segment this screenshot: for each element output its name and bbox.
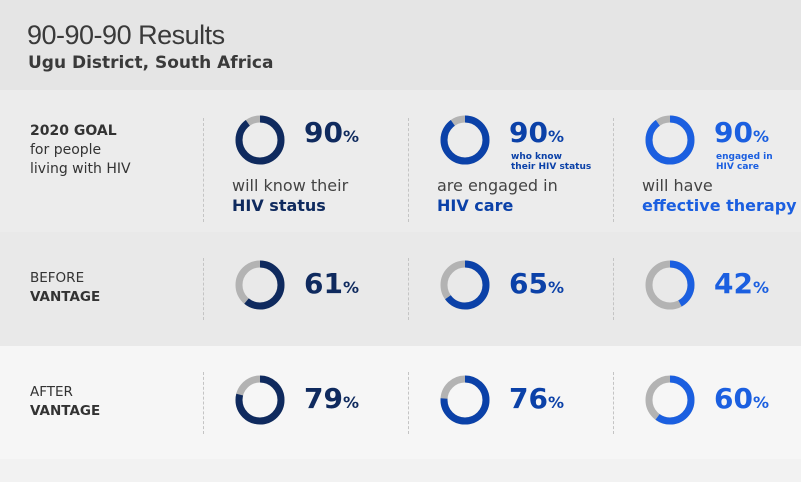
metric-cell: 42% xyxy=(642,257,801,367)
donut-fill xyxy=(645,260,695,310)
percent-value: 60% xyxy=(714,382,769,415)
column-divider xyxy=(613,258,614,320)
column-divider xyxy=(613,118,614,222)
percent-value: 79% xyxy=(304,382,359,415)
column-divider xyxy=(203,118,204,222)
row-label-bold: 2020 GOAL xyxy=(30,123,117,139)
column-divider xyxy=(613,372,614,434)
percent-note: engaged in HIV care xyxy=(716,152,773,172)
donut-chart xyxy=(440,115,490,165)
percent-value: 90% xyxy=(714,116,769,149)
metric-cell: 90% will know their HIV status xyxy=(232,112,412,222)
percent-value: 65% xyxy=(509,267,564,300)
donut-fill xyxy=(645,115,695,165)
donut-chart xyxy=(235,260,285,310)
donut-chart xyxy=(645,375,695,425)
percent-value: 61% xyxy=(304,267,359,300)
column-divider xyxy=(408,372,409,434)
page-subtitle: Ugu District, South Africa xyxy=(28,53,274,73)
donut-fill xyxy=(235,375,285,425)
donut-fill xyxy=(440,260,490,310)
metric-cell: 61% xyxy=(232,257,412,367)
row-after-vantage: AFTER VANTAGE xyxy=(0,346,801,459)
page-title: 90-90-90 Results xyxy=(27,20,225,50)
donut-fill xyxy=(235,260,285,310)
goal-highlight: HIV status xyxy=(232,196,326,215)
donut-fill xyxy=(440,375,490,425)
row-label-line: VANTAGE xyxy=(30,403,101,419)
percent-value: 76% xyxy=(509,382,564,415)
goal-highlight: effective therapy xyxy=(642,196,797,215)
metric-cell: 65% xyxy=(437,257,617,367)
donut-chart xyxy=(645,115,695,165)
row-label: BEFORE VANTAGE xyxy=(30,269,100,307)
donut-chart xyxy=(440,375,490,425)
header: 90-90-90 Results Ugu District, South Afr… xyxy=(0,0,801,90)
donut-chart xyxy=(645,260,695,310)
donut-fill xyxy=(235,115,285,165)
column-divider xyxy=(203,258,204,320)
metric-cell: 76% xyxy=(437,372,617,482)
row-before-vantage: BEFORE VANTAGE xyxy=(0,232,801,346)
column-divider xyxy=(203,372,204,434)
goal-highlight: HIV care xyxy=(437,196,514,215)
goal-description: are engaged in xyxy=(437,176,558,195)
row-label-line: living with HIV xyxy=(30,161,131,177)
column-divider xyxy=(408,258,409,320)
percent-note: who know their HIV status xyxy=(511,152,592,172)
metric-cell: 90% who know their HIV status are engaged… xyxy=(437,112,617,222)
percent-value: 42% xyxy=(714,267,769,300)
row-label-line: for people xyxy=(30,142,102,158)
donut-chart xyxy=(235,375,285,425)
row-label: AFTER VANTAGE xyxy=(30,383,100,421)
donut-chart xyxy=(440,260,490,310)
donut-fill xyxy=(645,375,695,425)
goal-description: will have xyxy=(642,176,713,195)
metric-cell: 90% engaged in HIV care will have effectiv… xyxy=(642,112,801,222)
row-label: 2020 GOAL for people living with HIV xyxy=(30,122,131,179)
percent-value: 90% xyxy=(509,116,564,149)
goal-description: will know their xyxy=(232,176,349,195)
column-divider xyxy=(408,118,409,222)
row-label-line: AFTER xyxy=(30,384,73,400)
donut-chart xyxy=(235,115,285,165)
row-label-line: VANTAGE xyxy=(30,289,101,305)
row-label-line: BEFORE xyxy=(30,270,85,286)
percent-value: 90% xyxy=(304,116,359,149)
metric-cell: 79% xyxy=(232,372,412,482)
metric-cell: 60% xyxy=(642,372,801,482)
donut-fill xyxy=(440,115,490,165)
